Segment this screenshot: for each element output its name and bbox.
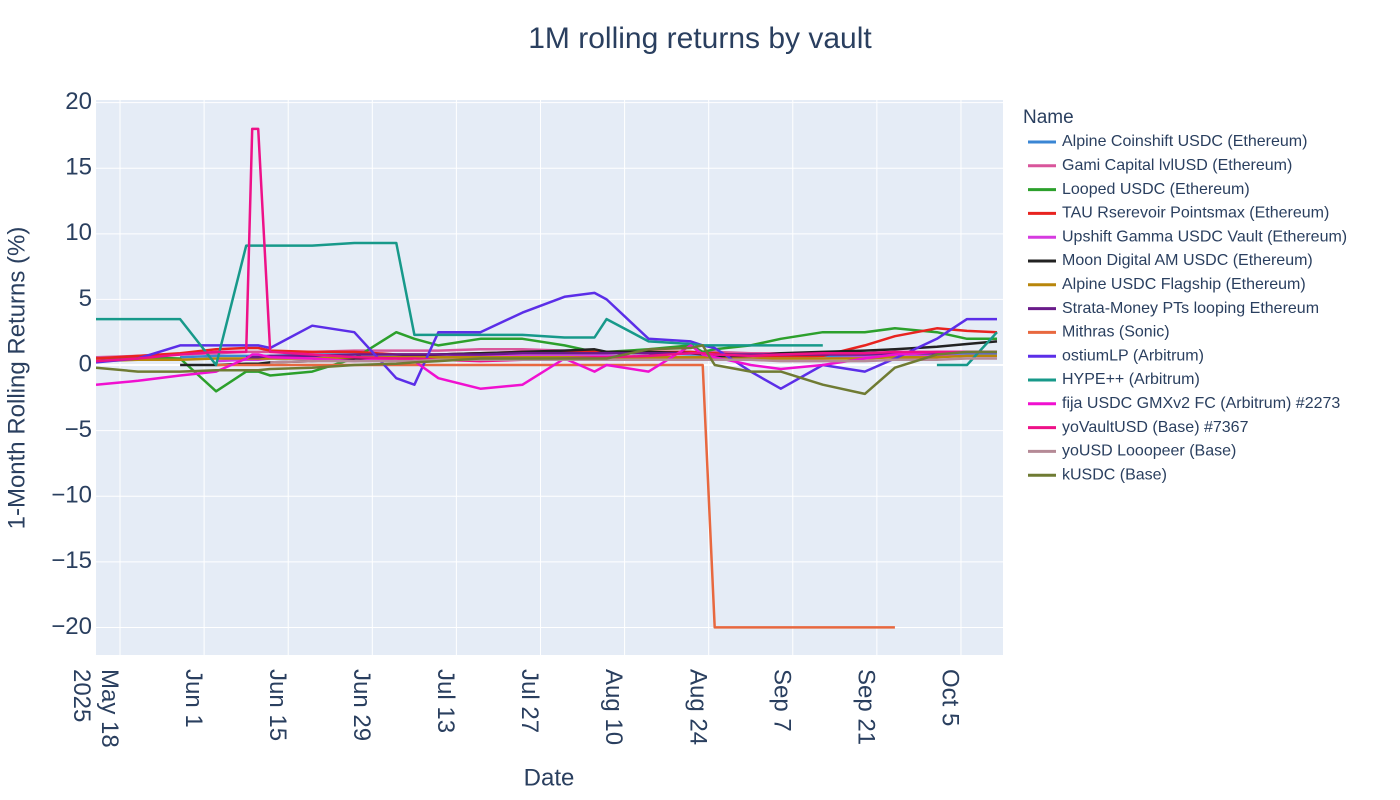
y-tick-label: −10 (51, 482, 92, 509)
x-tick-label: Sep 7 (768, 669, 795, 732)
y-tick-label: −20 (51, 613, 92, 640)
y-tick-label: −15 (51, 547, 92, 574)
legend-label: TAU Rserevoir Pointsmax (Ethereum) (1062, 205, 1329, 222)
series-line (96, 344, 997, 396)
series-line (96, 344, 997, 390)
series-line (96, 327, 997, 393)
series-line (96, 291, 997, 390)
x-tick-label: Aug 24 (684, 669, 711, 745)
legend-label: yoUSD Looopeer (Base) (1062, 443, 1236, 460)
legend-label: Alpine USDC Flagship (Ethereum) (1062, 276, 1306, 293)
series-line (180, 340, 998, 367)
x-tick-label: Aug 10 (600, 669, 627, 745)
legend-label: fija USDC GMXv2 FC (Arbitrum) #2273 (1062, 395, 1340, 412)
legend-label: Gami Capital lvlUSD (Ethereum) (1062, 157, 1292, 174)
series-line (270, 357, 997, 364)
legend-label: Alpine Coinshift USDC (Ethereum) (1062, 133, 1307, 150)
x-tick-label: Jul 13 (432, 669, 459, 733)
y-tick-label: 10 (65, 219, 92, 246)
legend-label: kUSDC (Base) (1062, 466, 1167, 483)
legend-label: Moon Digital AM USDC (Ethereum) (1062, 252, 1313, 269)
legend-label: Strata-Money PTs looping Ethereum (1062, 300, 1319, 317)
y-tick-label: −5 (65, 416, 92, 443)
legend-label: ostiumLP (Arbitrum) (1062, 347, 1204, 364)
x-axis-title: Date (524, 764, 575, 791)
plot-area (96, 100, 1003, 655)
x-tick-label: Oct 5 (937, 669, 964, 726)
x-tick-label: May 182025 (68, 669, 123, 748)
legend-title: Name (1023, 107, 1074, 128)
x-tick-label: Jul 27 (516, 669, 543, 733)
series-line (216, 363, 895, 629)
y-tick-label: 0 (79, 350, 92, 377)
legend-label: HYPE++ (Arbitrum) (1062, 371, 1200, 388)
x-tick-label: Jun 1 (180, 669, 207, 728)
legend-label: Mithras (Sonic) (1062, 324, 1170, 341)
y-tick-label: 5 (79, 285, 92, 312)
y-tick-label: 20 (65, 88, 92, 115)
x-tick-label: Sep 21 (853, 669, 880, 745)
x-tick-label: Jun 15 (264, 669, 291, 741)
legend-label: yoVaultUSD (Base) #7367 (1062, 419, 1249, 436)
legend-label: Upshift Gamma USDC Vault (Ethereum) (1062, 228, 1347, 245)
series-line (96, 354, 997, 363)
x-tick-label: Jun 29 (348, 669, 375, 741)
chart-title: 1M rolling returns by vault (528, 22, 872, 55)
y-axis-title: 1-Month Rolling Returns (%) (3, 227, 30, 530)
y-tick-label: 15 (65, 154, 92, 181)
legend-label: Looped USDC (Ethereum) (1062, 181, 1250, 198)
